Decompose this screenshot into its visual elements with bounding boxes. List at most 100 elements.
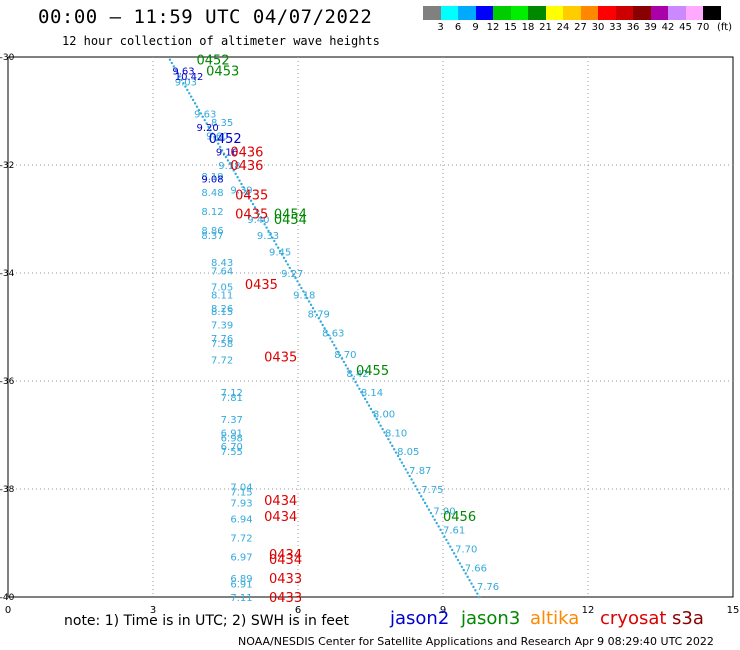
track-point	[309, 303, 313, 307]
track-point	[329, 337, 332, 340]
track-point	[383, 431, 386, 434]
track-point	[278, 249, 282, 253]
track-point	[242, 186, 245, 189]
color-swatch	[510, 6, 528, 20]
y-tick-label: -32	[0, 161, 14, 171]
swh-value-label: 7.72	[211, 355, 233, 366]
track-point	[205, 122, 208, 125]
track-point	[468, 579, 471, 582]
track-point	[410, 478, 413, 481]
track-point	[462, 568, 465, 572]
swh-value-label: 7.93	[230, 499, 252, 510]
swh-value-label: 9.45	[269, 247, 291, 258]
swh-value-label: 8.35	[211, 118, 233, 129]
track-point	[478, 595, 481, 599]
track-point	[188, 92, 191, 95]
x-tick-label: 12	[582, 605, 595, 616]
x-tick-label: 9	[440, 605, 446, 616]
track-point	[449, 545, 452, 548]
color-scale-label: 21	[539, 22, 552, 33]
swh-value-label: 8.26	[211, 304, 233, 315]
track-point	[352, 377, 355, 380]
color-scale-label: 24	[556, 22, 570, 33]
color-swatch	[440, 6, 458, 20]
color-swatch	[458, 6, 476, 20]
track-point	[168, 58, 172, 61]
legend-entry-cryosat: cryosat	[600, 608, 667, 629]
track-point	[456, 558, 460, 562]
color-scale-label: 30	[591, 22, 605, 33]
track-point	[346, 367, 349, 370]
track-point	[313, 310, 317, 313]
track-point	[454, 555, 458, 558]
track-point	[304, 293, 307, 296]
color-scale-label: 45	[679, 22, 692, 33]
track-point	[240, 182, 243, 186]
track-point	[201, 115, 204, 118]
swh-value-label: 7.11	[230, 593, 252, 604]
track-point	[269, 233, 272, 236]
track-point	[447, 542, 450, 545]
track-point	[218, 145, 222, 149]
track-point	[398, 458, 402, 461]
track-point	[429, 511, 433, 515]
color-swatch	[580, 6, 598, 20]
track-point	[236, 176, 239, 179]
track-point	[394, 451, 398, 454]
swh-value-label: 7.76	[477, 582, 499, 593]
track-point	[362, 394, 365, 397]
color-swatch	[615, 6, 633, 20]
color-swatch	[685, 6, 703, 20]
swh-value-label: 7.72	[230, 534, 252, 545]
x-tick-label: 0	[5, 605, 11, 616]
swh-value-label: 6.70	[221, 442, 243, 453]
swh-value-label: 7.66	[465, 563, 487, 574]
x-tick-label: 6	[295, 605, 301, 616]
track-point	[199, 112, 203, 115]
track-point	[244, 189, 247, 192]
track-point	[470, 582, 473, 585]
swh-value-label: 7.05	[211, 283, 233, 294]
track-point	[300, 286, 303, 290]
color-swatch	[475, 6, 493, 20]
track-point	[421, 498, 425, 501]
track-point	[207, 125, 210, 129]
track-point	[203, 118, 206, 122]
legend-entry-s3a: s3a	[672, 608, 704, 629]
swh-value-label: 7.37	[221, 415, 243, 426]
y-tick-label: -34	[0, 269, 15, 279]
swh-value-label: 7.55	[221, 447, 243, 458]
track-point	[178, 75, 181, 78]
track-point	[220, 149, 224, 152]
track-point	[400, 461, 404, 464]
chart-subtitle: 12 hour collection of altimeter wave hei…	[62, 34, 380, 48]
track-point	[257, 212, 261, 216]
swh-value-label: 8.48	[201, 188, 223, 199]
track-point	[307, 300, 311, 303]
color-swatch	[668, 6, 686, 20]
swh-value-label: 9.18	[218, 161, 240, 172]
track-point	[195, 105, 199, 108]
track-point	[331, 340, 334, 343]
track-point	[371, 411, 375, 414]
jason2-value-label: 9.16	[216, 148, 238, 159]
swh-value-label: 8.14	[361, 388, 383, 399]
track-point	[217, 142, 220, 145]
track-point	[435, 521, 438, 525]
track-point	[197, 108, 201, 112]
swh-value-label: 7.12	[221, 388, 243, 399]
track-point	[209, 129, 212, 132]
track-point	[288, 266, 291, 270]
color-scale-label: 39	[644, 22, 657, 33]
color-scale-bar	[423, 6, 721, 20]
track-point	[172, 65, 175, 68]
swh-value-label: 8.11	[211, 291, 233, 302]
track-point	[265, 226, 268, 229]
swh-value-label: 8.37	[201, 231, 223, 242]
track-point	[261, 219, 264, 223]
swh-value-label: 8.15	[211, 307, 233, 318]
track-point	[420, 495, 423, 498]
track-point	[360, 390, 363, 394]
track-point	[474, 589, 477, 592]
track-point	[441, 531, 444, 535]
